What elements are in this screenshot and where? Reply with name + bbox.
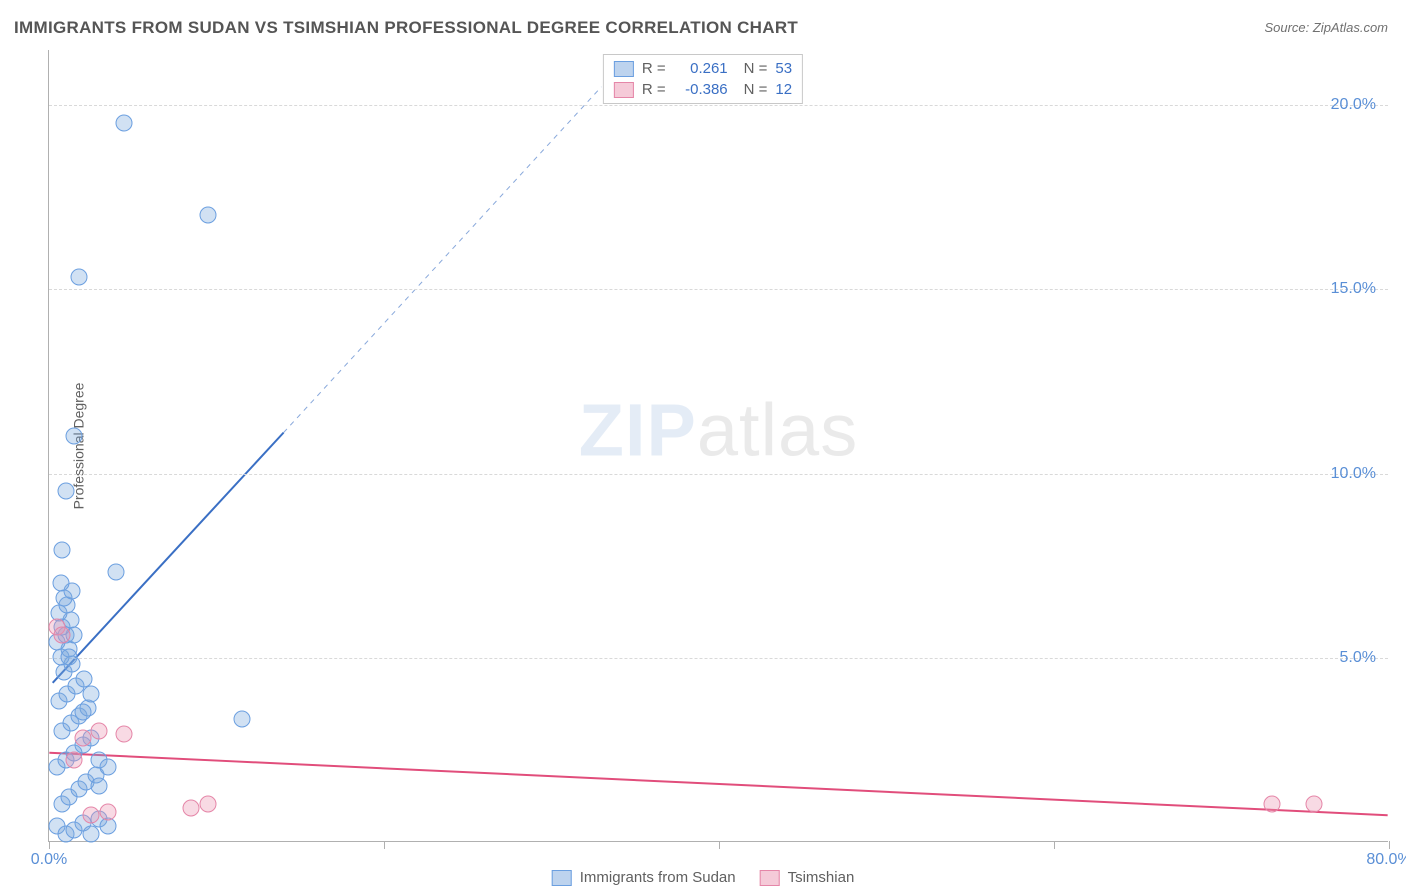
scatter-point: [116, 114, 133, 131]
scatter-point: [61, 648, 78, 665]
scatter-point: [99, 759, 116, 776]
scatter-point: [233, 711, 250, 728]
x-tick: [1389, 841, 1390, 849]
scatter-point: [66, 427, 83, 444]
legend-r-label: R =: [642, 60, 666, 77]
legend-n-value: 12: [775, 81, 792, 98]
source-attribution: Source: ZipAtlas.com: [1264, 20, 1388, 35]
scatter-point: [183, 799, 200, 816]
legend-correlation: R = 0.261 N = 53 R = -0.386 N = 12: [603, 54, 803, 104]
scatter-point: [66, 751, 83, 768]
trend-line: [49, 753, 1387, 816]
x-tick: [49, 841, 50, 849]
legend-series-label: Immigrants from Sudan: [580, 869, 736, 886]
scatter-point: [82, 807, 99, 824]
scatter-point: [200, 796, 217, 813]
scatter-point: [99, 803, 116, 820]
scatter-point: [1305, 796, 1322, 813]
scatter-point: [57, 483, 74, 500]
scatter-point: [116, 726, 133, 743]
scatter-point: [82, 825, 99, 842]
scatter-point: [54, 626, 71, 643]
scatter-point: [74, 729, 91, 746]
scatter-point: [52, 575, 69, 592]
gridline: [49, 105, 1388, 106]
legend-correlation-row: R = 0.261 N = 53: [614, 58, 792, 79]
chart-title: IMMIGRANTS FROM SUDAN VS TSIMSHIAN PROFE…: [14, 18, 798, 38]
scatter-point: [99, 818, 116, 835]
y-tick-label: 20.0%: [1331, 96, 1376, 114]
gridline: [49, 289, 1388, 290]
legend-r-value: 0.261: [674, 60, 728, 77]
plot-area: Professional Degree ZIPatlas 5.0%10.0%15…: [48, 50, 1388, 842]
legend-n-value: 53: [775, 60, 792, 77]
y-tick-label: 10.0%: [1331, 465, 1376, 483]
watermark-zip: ZIP: [579, 388, 697, 471]
x-tick: [719, 841, 720, 849]
scatter-point: [91, 777, 108, 794]
legend-series-item: Immigrants from Sudan: [552, 869, 736, 886]
legend-series-item: Tsimshian: [760, 869, 855, 886]
y-tick-label: 15.0%: [1331, 280, 1376, 298]
x-tick: [384, 841, 385, 849]
scatter-point: [108, 564, 125, 581]
trend-line: [53, 433, 284, 683]
legend-swatch: [552, 870, 572, 886]
legend-series: Immigrants from Sudan Tsimshian: [552, 869, 855, 886]
watermark: ZIPatlas: [579, 387, 858, 472]
watermark-atlas: atlas: [697, 388, 858, 471]
y-tick-label: 5.0%: [1340, 649, 1376, 667]
scatter-point: [91, 722, 108, 739]
scatter-point: [54, 542, 71, 559]
x-tick-label: 0.0%: [31, 851, 67, 869]
legend-r-value: -0.386: [674, 81, 728, 98]
gridline: [49, 658, 1388, 659]
legend-r-label: R =: [642, 81, 666, 98]
legend-swatch: [614, 61, 634, 77]
legend-n-label: N =: [744, 60, 768, 77]
legend-swatch: [614, 82, 634, 98]
scatter-point: [71, 269, 88, 286]
trend-line-dashed: [284, 87, 602, 433]
scatter-point: [74, 704, 91, 721]
x-tick: [1054, 841, 1055, 849]
x-tick-label: 80.0%: [1366, 851, 1406, 869]
legend-correlation-row: R = -0.386 N = 12: [614, 79, 792, 100]
gridline: [49, 474, 1388, 475]
legend-n-label: N =: [744, 81, 768, 98]
legend-swatch: [760, 870, 780, 886]
scatter-point: [1263, 796, 1280, 813]
scatter-point: [200, 206, 217, 223]
scatter-point: [82, 685, 99, 702]
legend-series-label: Tsimshian: [788, 869, 855, 886]
